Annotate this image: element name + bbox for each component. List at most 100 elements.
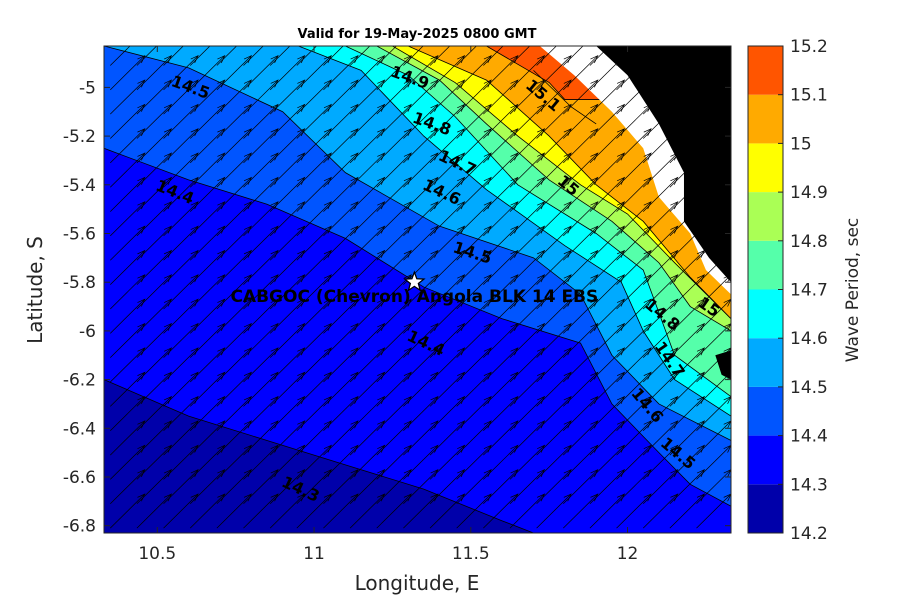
wave-arrow bbox=[616, 445, 652, 480]
wave-arrow-head bbox=[457, 420, 466, 429]
wave-arrow bbox=[669, 177, 705, 212]
wave-arrow-head bbox=[243, 79, 253, 88]
colorbar-tick-label: 15 bbox=[790, 134, 812, 154]
wave-arrow-head bbox=[643, 493, 652, 502]
wave-arrow bbox=[483, 298, 519, 334]
wave-arrow bbox=[616, 323, 652, 358]
wave-arrow-head bbox=[616, 468, 626, 478]
wave-arrow-head bbox=[696, 371, 706, 380]
wave-arrow bbox=[163, 274, 199, 310]
wave-arrow bbox=[323, 104, 359, 139]
wave-arrow-head bbox=[510, 201, 519, 210]
wave-arrow-head bbox=[217, 444, 226, 453]
wave-arrow bbox=[216, 225, 252, 261]
colorbar-swatch bbox=[748, 289, 783, 339]
wave-arrow-head bbox=[297, 347, 306, 356]
wave-arrow-head bbox=[297, 225, 306, 234]
colorbar: 14.2 14.3 14.4 14.5 14.6 14.7 14.8 14.9 15 15.1 15… bbox=[747, 37, 828, 544]
wave-arrow-head bbox=[723, 298, 731, 307]
wave-arrow bbox=[243, 274, 279, 310]
wave-arrow bbox=[589, 445, 625, 480]
wave-arrow bbox=[429, 420, 465, 456]
wave-arrow-head bbox=[510, 420, 519, 429]
wave-arrow-head bbox=[457, 249, 466, 258]
wave-arrow-head bbox=[590, 371, 599, 380]
wave-arrow bbox=[589, 177, 625, 212]
wave-arrow bbox=[429, 372, 465, 407]
wave-arrow bbox=[243, 177, 279, 212]
wave-arrow bbox=[189, 152, 225, 188]
wave-arrow-head bbox=[137, 128, 146, 137]
wave-arrow-head bbox=[457, 347, 466, 356]
wave-arrow-head bbox=[537, 371, 546, 380]
wave-arrow-head bbox=[350, 152, 359, 161]
wave-arrow-head bbox=[537, 298, 546, 307]
wave-arrow-head bbox=[723, 274, 731, 283]
wave-arrow bbox=[456, 250, 492, 285]
wave-arrow bbox=[189, 420, 225, 456]
y-tick-label: -6.6 bbox=[63, 468, 96, 488]
wave-arrow bbox=[483, 396, 519, 431]
wave-arrow-head bbox=[696, 347, 706, 356]
wave-arrow-head bbox=[510, 493, 519, 502]
wave-arrow-head bbox=[670, 31, 677, 38]
wave-arrow-head bbox=[377, 128, 386, 137]
wave-arrow bbox=[642, 347, 678, 383]
wave-arrow-head bbox=[430, 249, 439, 258]
wave-arrow-head bbox=[643, 128, 652, 137]
wave-arrow-head bbox=[563, 420, 572, 429]
wave-arrow bbox=[216, 372, 252, 407]
wave-arrow-head bbox=[537, 347, 546, 356]
wave-arrow-head bbox=[190, 249, 199, 258]
wave-arrow bbox=[563, 298, 599, 334]
colorbar-tick-label: 14.9 bbox=[790, 183, 828, 203]
wave-arrow-head bbox=[430, 152, 439, 161]
wave-arrow bbox=[483, 274, 519, 310]
y-tick-label: -5.2 bbox=[63, 127, 96, 147]
wave-arrow-head bbox=[243, 225, 253, 234]
wave-arrow bbox=[243, 152, 279, 188]
wave-arrow-head bbox=[483, 347, 492, 356]
wave-arrow bbox=[349, 420, 385, 456]
wave-arrow bbox=[403, 445, 439, 480]
wave-arrow-head bbox=[217, 322, 226, 331]
wave-arrow bbox=[642, 201, 678, 237]
wave-arrow bbox=[483, 347, 519, 383]
wave-arrow bbox=[563, 323, 599, 358]
wave-arrow bbox=[163, 46, 184, 66]
wave-arrow bbox=[296, 128, 332, 164]
wave-arrow bbox=[136, 79, 172, 115]
wave-arrow bbox=[323, 347, 359, 383]
wave-arrow bbox=[349, 469, 385, 505]
wave-arrow bbox=[429, 79, 465, 115]
wave-arrow bbox=[616, 128, 652, 164]
wave-arrow bbox=[110, 79, 146, 115]
wave-arrow-head bbox=[483, 493, 492, 502]
wave-arrow bbox=[429, 225, 465, 261]
wave-arrow bbox=[216, 250, 252, 285]
wave-arrow-head bbox=[243, 103, 253, 112]
wave-arrow bbox=[243, 104, 279, 139]
wave-arrow-head bbox=[323, 103, 333, 112]
wave-arrow bbox=[696, 372, 731, 407]
wave-arrow-head bbox=[537, 249, 546, 258]
wave-arrow bbox=[323, 250, 359, 285]
wave-arrow bbox=[269, 274, 305, 310]
wave-arrow bbox=[349, 104, 385, 139]
wave-arrow-head bbox=[297, 322, 306, 331]
wave-arrow-head bbox=[430, 298, 439, 307]
wave-arrow bbox=[403, 396, 439, 431]
wave-arrow-head bbox=[190, 274, 199, 283]
wave-arrow bbox=[296, 469, 332, 505]
wave-arrow bbox=[509, 372, 545, 407]
wave-arrow bbox=[269, 46, 291, 66]
wave-arrow bbox=[536, 250, 572, 285]
wave-arrow bbox=[563, 104, 599, 139]
wave-arrow-head bbox=[537, 31, 544, 38]
wave-arrow-head bbox=[323, 176, 333, 185]
wave-direction-arrows bbox=[110, 31, 731, 529]
wave-arrow bbox=[536, 55, 572, 91]
wave-arrow bbox=[696, 420, 731, 456]
wave-arrow bbox=[642, 396, 678, 431]
